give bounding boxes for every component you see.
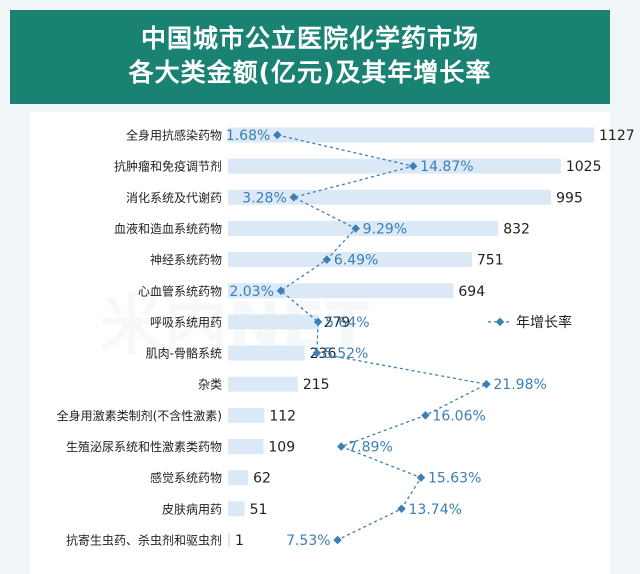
growth-label: 3.28%: [242, 190, 286, 206]
chart-panel: [30, 112, 610, 574]
value-label: 109: [268, 440, 295, 456]
bar: [228, 376, 298, 392]
bar: [228, 220, 499, 236]
value-label: 995: [556, 190, 583, 206]
bar: [228, 407, 265, 423]
value-label: 112: [269, 408, 296, 424]
bar: [228, 501, 245, 517]
category-label: 血液和造血系统药物: [114, 221, 222, 236]
growth-marker: [421, 411, 430, 420]
growth-marker: [416, 473, 426, 482]
value-label: 215: [303, 377, 330, 393]
category-label: 感觉系统药物: [150, 470, 222, 485]
growth-marker: [289, 193, 299, 202]
bar: [228, 314, 319, 330]
growth-label: 7.89%: [348, 440, 392, 456]
bar: [228, 127, 594, 143]
value-label: 751: [477, 253, 504, 269]
growth-marker: [322, 255, 332, 264]
growth-line: [277, 134, 489, 541]
growth-marker: [351, 224, 360, 233]
bar: [228, 158, 561, 174]
growth-label: 6.49%: [334, 253, 378, 269]
bar: [228, 439, 264, 454]
legend-label: 年增长率: [516, 314, 572, 331]
value-label: 62: [253, 471, 271, 487]
bar: [228, 283, 454, 299]
category-label: 肌肉-骨骼系统: [146, 346, 222, 361]
category-label: 神经系统药物: [150, 253, 222, 267]
growth-marker: [408, 161, 418, 171]
bar: [228, 532, 230, 548]
value-label: 1127: [599, 128, 635, 144]
category-label: 消化系统及代谢药: [126, 190, 222, 205]
bar: [228, 252, 472, 268]
growth-label: 14.87%: [420, 159, 473, 175]
category-label: 呼吸系统用药: [150, 315, 222, 329]
growth-marker: [397, 504, 406, 514]
category-label: 生殖泌尿系统和性激素类药物: [66, 439, 222, 454]
growth-label: 2.03%: [229, 284, 273, 300]
growth-marker: [312, 348, 322, 358]
growth-marker: [273, 130, 282, 140]
growth-label: 5.64%: [325, 315, 369, 331]
chart-title-line2: 各大类金额(亿元)及其年增长率: [128, 58, 492, 87]
category-label: 全身用抗感染药物: [126, 128, 222, 143]
growth-marker: [276, 286, 286, 295]
growth-marker: [313, 317, 323, 327]
category-label: 抗寄生虫药、杀虫剂和驱虫剂: [66, 532, 222, 547]
value-label: 51: [250, 502, 268, 518]
category-label: 全身用激素类制剂(不含性激素): [57, 408, 222, 423]
category-label: 心血管系统药物: [138, 283, 222, 298]
value-label: 832: [503, 221, 530, 237]
growth-label: 16.06%: [432, 408, 485, 424]
growth-marker: [482, 379, 491, 389]
chart-title-line1: 中国城市公立医院化学药市场: [140, 24, 479, 53]
growth-label: 7.53%: [286, 533, 330, 549]
category-label: 抗肿瘤和免疫调节剂: [114, 159, 222, 174]
growth-label: 15.63%: [428, 471, 481, 487]
chart-title-banner: 中国城市公立医院化学药市场 各大类金额(亿元)及其年增长率: [10, 10, 610, 104]
category-label: 杂类: [198, 378, 222, 392]
growth-marker: [333, 535, 342, 545]
value-label: 279: [324, 315, 351, 331]
growth-label: 13.74%: [409, 502, 462, 518]
growth-label: 5.52%: [324, 346, 368, 362]
growth-label: 1.68%: [226, 128, 270, 144]
bar: [228, 345, 305, 361]
growth-label: 9.29%: [363, 221, 407, 237]
growth-label: 21.98%: [493, 377, 546, 393]
growth-marker: [337, 442, 346, 451]
bar: [228, 470, 249, 486]
category-label: 皮肤病用药: [162, 501, 222, 516]
value-label: 1: [235, 533, 244, 549]
value-label: 694: [458, 284, 485, 300]
value-label: 1025: [566, 159, 602, 175]
legend-marker: [495, 317, 505, 327]
